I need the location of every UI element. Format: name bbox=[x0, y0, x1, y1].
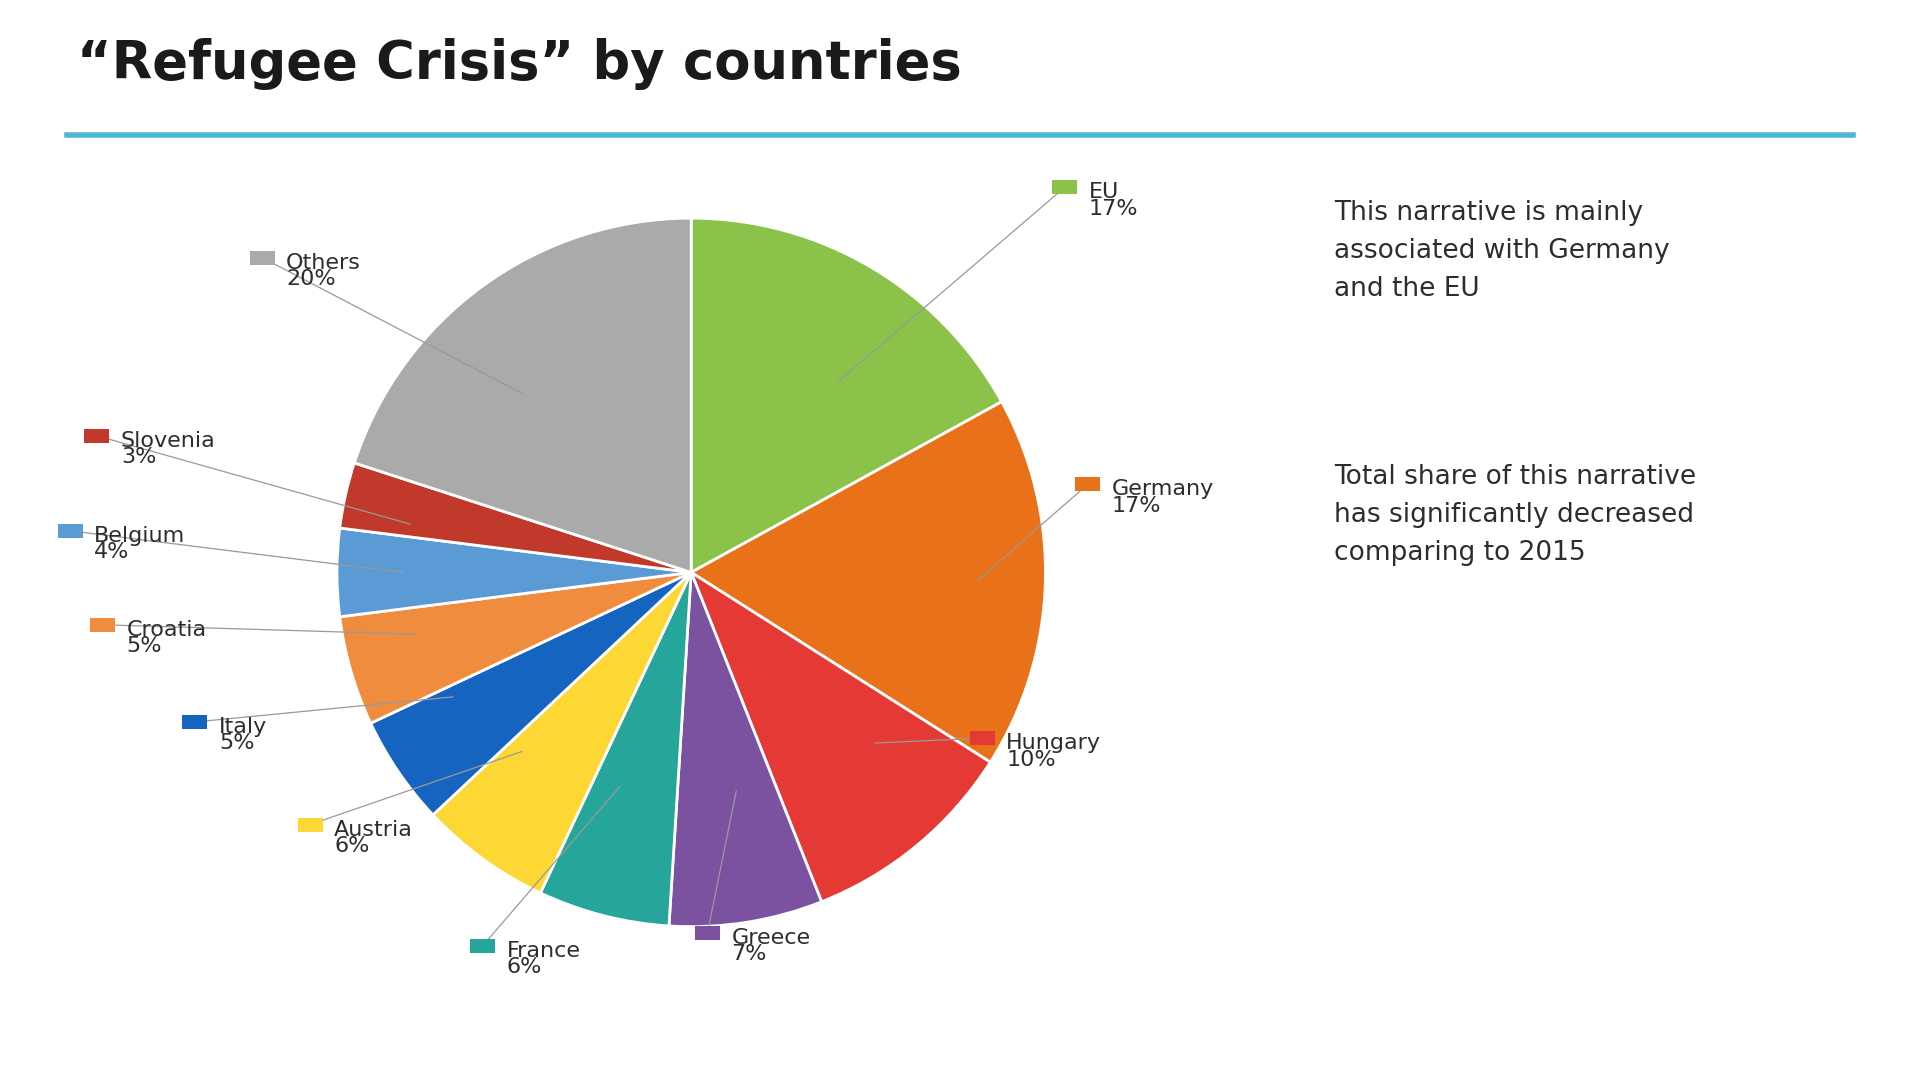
Wedge shape bbox=[371, 572, 691, 815]
Text: Slovenia: Slovenia bbox=[121, 431, 215, 450]
Wedge shape bbox=[355, 218, 691, 572]
Wedge shape bbox=[340, 463, 691, 572]
Text: Hungary: Hungary bbox=[1006, 733, 1100, 753]
Text: Austria: Austria bbox=[334, 820, 413, 839]
Text: 4%: 4% bbox=[94, 542, 129, 563]
Text: 20%: 20% bbox=[286, 269, 336, 289]
Text: Italy: Italy bbox=[219, 717, 267, 737]
Text: Croatia: Croatia bbox=[127, 620, 207, 639]
Text: 5%: 5% bbox=[219, 733, 253, 754]
Wedge shape bbox=[668, 572, 822, 927]
Text: 3%: 3% bbox=[121, 447, 156, 468]
Wedge shape bbox=[691, 572, 991, 902]
Text: Greece: Greece bbox=[732, 928, 810, 947]
Text: 6%: 6% bbox=[507, 957, 541, 977]
Text: Others: Others bbox=[286, 253, 361, 272]
Text: Germany: Germany bbox=[1112, 480, 1213, 499]
Text: Total share of this narrative
has significantly decreased
comparing to 2015: Total share of this narrative has signif… bbox=[1334, 464, 1697, 566]
Text: 6%: 6% bbox=[334, 836, 369, 856]
Text: 7%: 7% bbox=[732, 944, 766, 964]
Text: This narrative is mainly
associated with Germany
and the EU: This narrative is mainly associated with… bbox=[1334, 200, 1670, 301]
Text: “Refugee Crisis” by countries: “Refugee Crisis” by countries bbox=[77, 38, 962, 90]
Text: 17%: 17% bbox=[1112, 496, 1162, 516]
Text: 5%: 5% bbox=[127, 636, 161, 657]
Wedge shape bbox=[434, 572, 691, 893]
Text: EU: EU bbox=[1089, 183, 1119, 202]
Text: Belgium: Belgium bbox=[94, 526, 186, 545]
Wedge shape bbox=[540, 572, 691, 926]
Wedge shape bbox=[340, 572, 691, 724]
Text: 17%: 17% bbox=[1089, 199, 1139, 219]
Wedge shape bbox=[691, 218, 1002, 572]
Text: 10%: 10% bbox=[1006, 750, 1056, 770]
Text: France: France bbox=[507, 941, 582, 960]
Wedge shape bbox=[336, 528, 691, 617]
Wedge shape bbox=[691, 402, 1044, 762]
